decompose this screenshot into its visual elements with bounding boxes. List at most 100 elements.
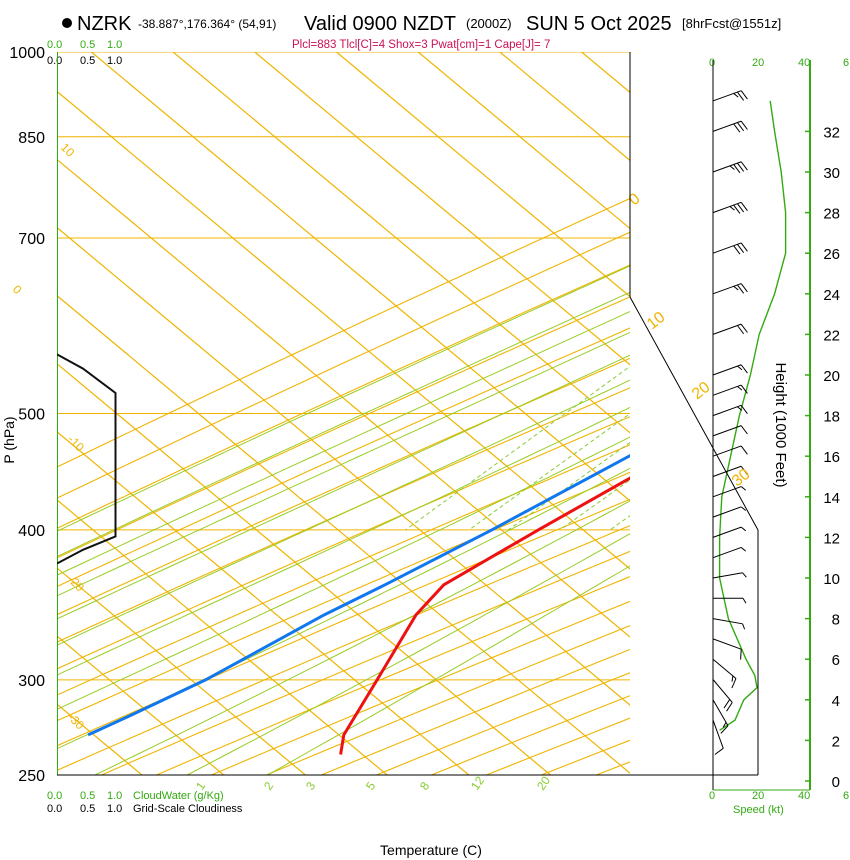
wind-barb	[712, 120, 748, 133]
mixing-ratio-line	[508, 441, 630, 531]
isotherm	[172, 52, 630, 434]
top-cloudwater-tick: 0.5	[80, 39, 95, 51]
height-tick-label: 14	[823, 490, 840, 507]
height-tick-label: 8	[832, 612, 840, 629]
dry-adiabat	[155, 576, 630, 775]
cloudiness-label: Grid-Scale Cloudiness	[133, 803, 243, 815]
wind-barb-flag	[733, 93, 739, 98]
moist-adiabat	[57, 436, 630, 710]
bottom-scales: 0.0 0.5 1.0 CloudWater (g/Kg) 0.0 0.5 1.…	[47, 790, 849, 816]
isotherm	[254, 52, 630, 366]
wind-barb	[712, 506, 747, 518]
cloudwater-label: CloudWater (g/Kg)	[133, 790, 224, 802]
mixing-ratio-line	[655, 52, 850, 530]
height-tick-label: 6	[832, 652, 840, 669]
wind-barb-staff	[712, 445, 742, 457]
dry-adiabat	[57, 357, 630, 616]
pressure-tick-label: 400	[18, 523, 45, 540]
mixing-ratio-line	[468, 413, 630, 531]
wind-barb-flag	[726, 702, 733, 712]
speed-tick: 6	[843, 790, 849, 802]
height-tick-label: 16	[823, 449, 840, 466]
moist-adiabat	[94, 500, 630, 775]
speed-tick: 0	[709, 790, 715, 802]
cloudiness-tick: 0.0	[47, 803, 62, 815]
isotherm	[57, 158, 630, 638]
x-axis-title: Temperature (C)	[380, 842, 482, 858]
stability-indices: Plcl=883 Tlcl[C]=4 Shox=3 Pwat[cm]=1 Cap…	[292, 39, 550, 51]
wind-barb-staff	[712, 120, 742, 132]
isotherm	[57, 567, 306, 775]
top-speed-tick: 20	[752, 57, 764, 69]
wind-barb	[712, 404, 748, 417]
y-axis-title: P (hPa)	[1, 416, 17, 463]
wind-barb-flag	[731, 678, 737, 689]
wind-barb-staff	[712, 638, 742, 650]
dry-adiabat	[57, 264, 630, 529]
wind-barb-flag	[729, 206, 735, 211]
wind-barb-flag	[740, 405, 748, 415]
wind-speed-profile	[718, 100, 787, 731]
plot-area	[57, 52, 850, 775]
wind-barb-flag	[733, 204, 741, 214]
wind-barb-flag	[720, 725, 729, 734]
pressure-tick-label: 700	[18, 231, 45, 248]
wind-barb	[712, 546, 747, 559]
height-tick-label: 28	[823, 206, 840, 223]
pressure-tick-label: 850	[18, 130, 45, 147]
height-tick-label: 18	[823, 409, 840, 426]
wind-barb	[712, 201, 748, 214]
top-cloudiness-tick: 0.5	[80, 55, 95, 67]
wind-barb-flag	[740, 649, 742, 660]
wind-barb	[712, 572, 747, 579]
dry-adiabat	[57, 327, 630, 588]
moist-adiabat	[57, 310, 630, 576]
mixing-ratio-label: 20	[534, 773, 553, 792]
top-cloudwater-tick: 1.0	[107, 39, 122, 51]
wind-barb-flag	[714, 747, 724, 755]
moist-adiabat	[57, 406, 630, 676]
isotherm	[336, 52, 630, 298]
wind-barb	[712, 658, 737, 689]
height-tick-label: 0	[832, 774, 840, 791]
wind-barb	[712, 425, 748, 437]
wind-barb-flag	[737, 244, 745, 253]
wind-barb-flag	[740, 425, 748, 435]
wind-barb	[712, 364, 748, 376]
wind-barb-staff	[712, 283, 742, 295]
wind-barb-flag	[740, 161, 748, 171]
wind-barb	[712, 323, 748, 335]
isotherm-label-right: 0	[626, 190, 644, 209]
wind-barb-flag	[733, 285, 739, 291]
isotherm-label: 10	[58, 140, 78, 160]
wind-barb-flag	[740, 506, 747, 511]
wind-barb-flag	[731, 675, 734, 682]
isotherm	[57, 362, 551, 775]
dry-adiabat	[57, 471, 630, 722]
wind-barb-flag	[740, 364, 748, 374]
wind-barb-staff	[712, 90, 742, 102]
isotherm	[57, 90, 630, 570]
wind-barb-flag	[723, 699, 731, 709]
wind-barb-flag	[737, 284, 745, 294]
cloudiness-tick: 0.5	[80, 803, 95, 815]
valid-date: SUN 5 Oct 2025	[526, 13, 672, 35]
wind-barb-flag	[740, 384, 748, 394]
height-tick-label: 24	[823, 287, 840, 304]
mixing-ratio-label: 5	[363, 779, 378, 793]
isotherm-label: 0	[10, 282, 25, 297]
mixing-ratio-label: 12	[468, 773, 487, 792]
wind-barb	[712, 618, 746, 630]
wind-barb-flag	[722, 722, 727, 728]
height-axis-title: Height (1000 Feet)	[772, 362, 789, 487]
wind-barb-flag	[733, 245, 741, 255]
wind-barb	[712, 445, 748, 457]
wind-barb-staff	[712, 679, 733, 703]
dry-adiabat	[57, 498, 630, 747]
top-cloudwater-tick: 0.0	[47, 39, 62, 51]
wind-barb	[712, 161, 748, 174]
height-tick-label: 12	[823, 530, 840, 547]
height-tick-label: 22	[823, 327, 840, 344]
isotherm	[663, 52, 850, 775]
wind-barb-staff	[712, 618, 743, 625]
